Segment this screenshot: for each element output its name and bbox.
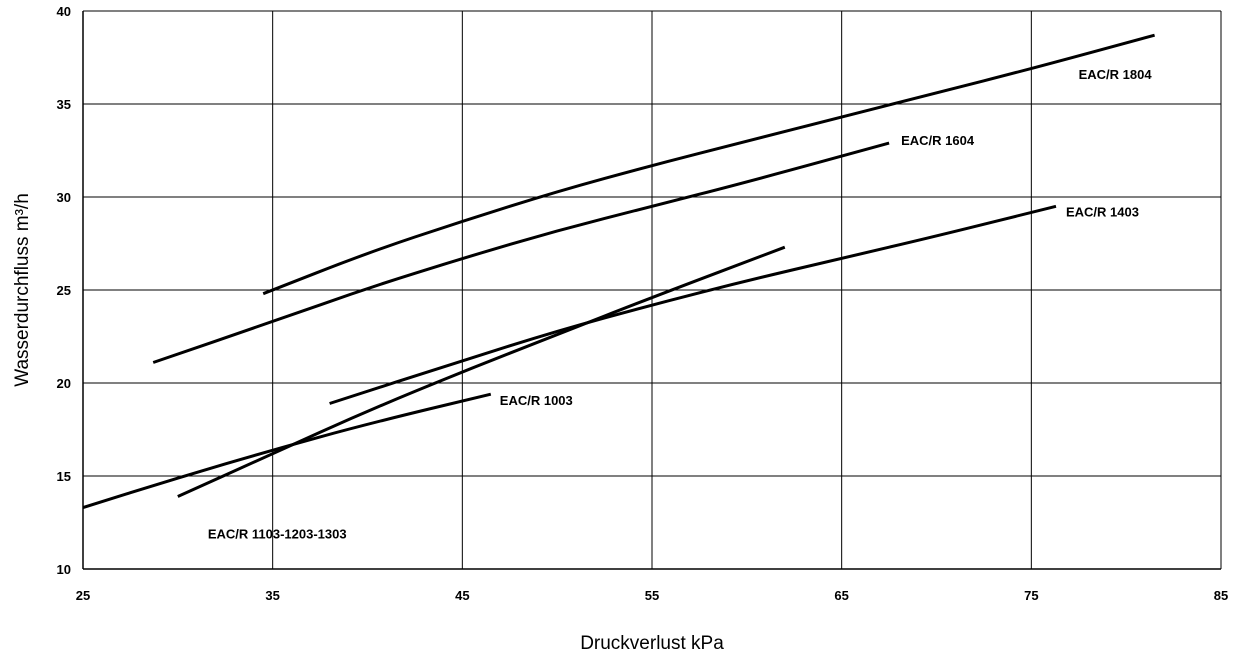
series-label: EAC/R 1103-1203-1303: [208, 526, 347, 541]
x-tick-labels: 25 35 45 55 65 75 85: [76, 588, 1228, 603]
series-line: [262, 33, 1155, 296]
x-tick-label: 85: [1214, 588, 1228, 603]
x-tick-label: 25: [76, 588, 90, 603]
series-lines: [82, 33, 1155, 510]
series-line: [177, 245, 786, 498]
y-tick-label: 10: [57, 562, 71, 577]
series-line: [329, 204, 1057, 405]
x-axis-title: Druckverlust kPa: [580, 633, 724, 654]
x-tick-label: 55: [645, 588, 659, 603]
y-tick-labels: 10 15 20 25 30 35 40: [57, 4, 71, 577]
series-label: EAC/R 1403: [1066, 204, 1139, 219]
x-tick-label: 65: [834, 588, 848, 603]
series-label: EAC/R 1604: [901, 133, 975, 148]
x-tick-label: 75: [1024, 588, 1038, 603]
x-tick-label: 45: [455, 588, 469, 603]
y-tick-label: 30: [57, 190, 71, 205]
series-label: EAC/R 1804: [1079, 67, 1153, 82]
y-tick-label: 40: [57, 4, 71, 19]
series-label: EAC/R 1003: [500, 393, 573, 408]
y-tick-label: 35: [57, 97, 71, 112]
series-line: [82, 392, 492, 510]
series-line: [152, 141, 890, 364]
grid: [82, 10, 1222, 570]
y-tick-label: 15: [57, 469, 71, 484]
y-tick-label: 25: [57, 283, 71, 298]
y-tick-label: 20: [57, 376, 71, 391]
y-axis-title: Wasserdurchfluss m³/h: [12, 193, 33, 387]
series-labels: EAC/R 1804 EAC/R 1604 EAC/R 1403 EAC/R 1103…: [208, 67, 1153, 541]
x-tick-label: 35: [265, 588, 279, 603]
